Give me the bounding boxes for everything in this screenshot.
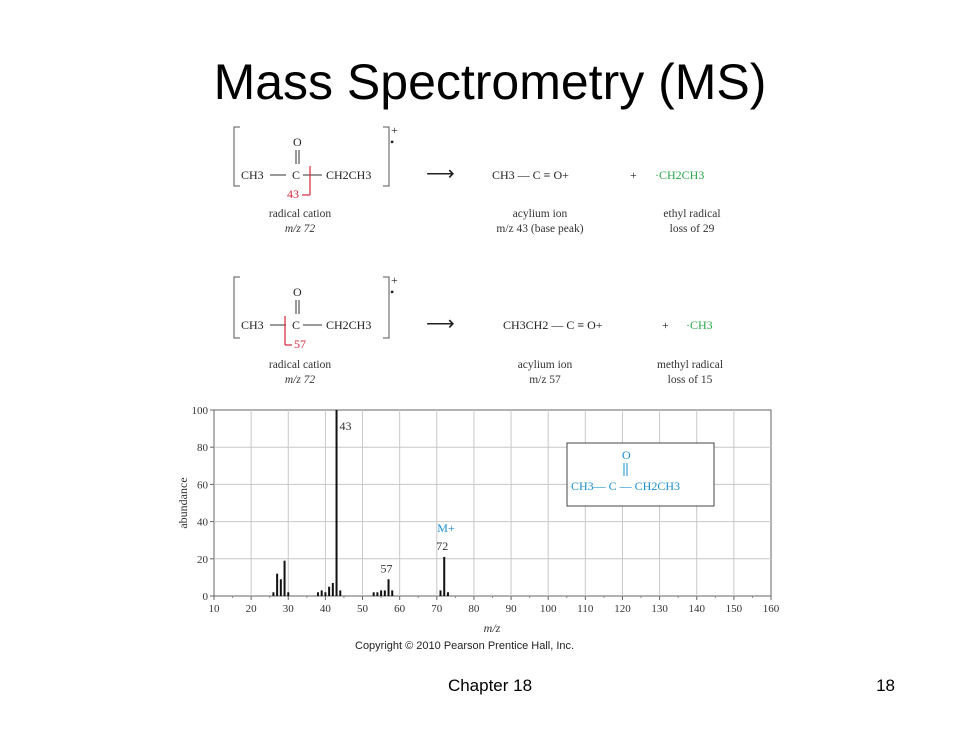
acylium-product: CH3 — C ≡ O+ — [492, 168, 569, 182]
charge-sign: + — [391, 123, 398, 137]
x-tick-label: 70 — [431, 603, 443, 615]
cleavage-label: 57 — [294, 337, 306, 351]
x-tick-label: 120 — [614, 603, 631, 615]
y-tick-label: 20 — [197, 554, 209, 566]
scheme-row-1: + • O CH3 C CH2CH3 43 ⟶ CH3 — C ≡ O+ + ·… — [233, 123, 721, 235]
inset-box — [566, 442, 715, 507]
scheme-row-2: + • O CH3 C CH2CH3 57 ⟶ CH3CH2 — C ≡ O+ … — [233, 273, 723, 386]
charge-sign: + — [391, 273, 398, 287]
y-tick-label: 60 — [197, 479, 209, 491]
y-axis-label: abundance — [176, 477, 190, 528]
slide-title: Mass Spectrometry (MS) — [213, 54, 767, 110]
x-tick-label: 10 — [209, 603, 221, 615]
caption-acylium: acylium ion — [513, 208, 568, 220]
x-tick-label: 50 — [357, 603, 369, 615]
caption-loss: loss of 29 — [670, 223, 715, 235]
x-tick-label: 20 — [246, 603, 258, 615]
caption-mz: m/z 43 (base peak) — [496, 223, 583, 235]
radical-dot: • — [390, 285, 394, 299]
caption-acylium: acylium ion — [518, 359, 573, 371]
x-tick-label: 30 — [283, 603, 295, 615]
x-tick-label: 140 — [688, 603, 705, 615]
inset-oxygen: O — [622, 448, 631, 462]
reaction-arrow: ⟶ — [426, 313, 455, 335]
peak-label-57: 57 — [381, 561, 393, 575]
caption-methyl-radical: methyl radical — [657, 359, 723, 371]
carbonyl-carbon: C — [292, 168, 300, 182]
mass-spectrum-chart: 10 20 30 40 50 60 70 80 90 100 110 120 130 140 150 160 0… — [176, 405, 780, 635]
methyl-radical: ·CH3 — [686, 318, 713, 332]
radical-dot: • — [390, 135, 394, 149]
y-tick-label: 80 — [197, 442, 209, 454]
caption-ethyl-radical: ethyl radical — [663, 208, 720, 220]
peak-label-43: 43 — [340, 419, 352, 433]
page-number: 18 — [876, 676, 895, 695]
structure-inset: O CH3— C — CH2CH3 — [566, 442, 715, 507]
left-group: CH3 — [241, 168, 264, 182]
caption-loss: loss of 15 — [668, 374, 713, 386]
right-group: CH2CH3 — [326, 318, 371, 332]
plus-sign: + — [630, 168, 637, 182]
carbonyl-oxygen: O — [293, 285, 302, 299]
left-group: CH3 — [241, 318, 264, 332]
inset-formula: CH3— C — CH2CH3 — [571, 479, 680, 493]
x-tick-label: 150 — [726, 603, 743, 615]
reaction-arrow: ⟶ — [426, 163, 455, 185]
caption-mz: m/z 57 — [529, 374, 561, 386]
axis-ticks: 10 20 30 40 50 60 70 80 90 100 110 120 130 140 150 160 0… — [192, 405, 780, 615]
caption-radical-cation: radical cation — [269, 208, 332, 220]
grid — [214, 410, 771, 596]
left-bracket — [233, 276, 240, 339]
acylium-product: CH3CH2 — C ≡ O+ — [503, 318, 603, 332]
y-tick-label: 40 — [197, 517, 209, 529]
right-bracket — [383, 126, 390, 187]
ethyl-radical: ·CH2CH3 — [655, 168, 704, 182]
y-tick-label: 0 — [203, 591, 209, 603]
chapter-label: Chapter 18 — [447, 676, 533, 695]
peak-labels: 43 57 72 — [340, 419, 449, 575]
x-tick-label: 60 — [394, 603, 406, 615]
caption-mz: m/z 72 — [285, 374, 316, 386]
y-tick-label: 100 — [192, 405, 209, 417]
x-tick-label: 80 — [468, 603, 480, 615]
copyright-notice: Copyright © 2010 Pearson Prentice Hall, … — [355, 640, 575, 652]
x-tick-label: 40 — [320, 603, 332, 615]
x-axis-label: m/z — [484, 621, 501, 635]
molecular-ion-label: M+ — [437, 521, 455, 535]
x-tick-label: 100 — [540, 603, 557, 615]
x-tick-label: 160 — [763, 603, 780, 615]
peaks — [272, 410, 449, 596]
reaction-scheme: + • O CH3 C CH2CH3 43 ⟶ CH3 — C ≡ O+ + ·… — [233, 123, 723, 386]
carbonyl-oxygen: O — [293, 135, 302, 149]
x-tick-label: 130 — [651, 603, 668, 615]
plus-sign: + — [662, 318, 669, 332]
right-bracket — [383, 276, 390, 339]
right-group: CH2CH3 — [326, 168, 371, 182]
peak-label-72: 72 — [436, 539, 448, 553]
caption-radical-cation: radical cation — [269, 359, 332, 371]
left-bracket — [233, 126, 240, 187]
caption-mz: m/z 72 — [285, 223, 316, 235]
x-tick-label: 90 — [506, 603, 518, 615]
cleavage-label: 43 — [287, 187, 299, 201]
carbonyl-carbon: C — [292, 318, 300, 332]
x-tick-label: 110 — [577, 603, 594, 615]
